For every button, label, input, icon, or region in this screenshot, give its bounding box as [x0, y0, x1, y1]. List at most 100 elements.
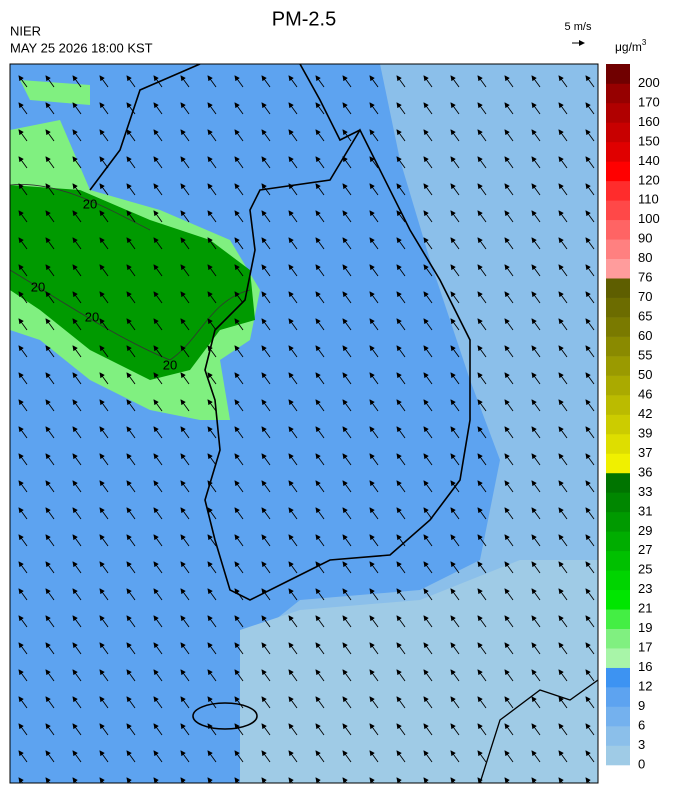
wind-arrow	[504, 561, 514, 574]
wind-arrow	[261, 264, 271, 277]
wind-arrow	[423, 75, 433, 88]
wind-arrow	[369, 264, 379, 277]
wind-scale-label: 5 m/s	[565, 21, 592, 33]
wind-arrow	[423, 480, 433, 493]
wind-arrow	[342, 453, 352, 466]
wind-arrow	[99, 129, 109, 142]
wind-arrow	[99, 156, 109, 169]
wind-arrow	[342, 345, 352, 358]
wind-arrow	[558, 237, 568, 250]
wind-arrow	[531, 75, 541, 88]
colorbar-label: 65	[638, 309, 652, 324]
colorbar-segment	[606, 667, 630, 688]
wind-arrow	[558, 399, 568, 412]
agency: NIER	[10, 23, 41, 38]
colorbar-segment	[606, 453, 630, 474]
wind-arrow	[423, 426, 433, 439]
wind-arrow	[153, 480, 163, 493]
wind-arrow	[558, 345, 568, 358]
wind-arrow	[342, 426, 352, 439]
wind-arrow	[369, 129, 379, 142]
wind-arrow	[423, 129, 433, 142]
wind-arrow	[72, 183, 82, 196]
wind-arrow	[153, 507, 163, 520]
colorbar-label: 27	[638, 542, 652, 557]
wind-arrow	[18, 615, 28, 628]
wind-arrow	[585, 534, 595, 547]
wind-arrow	[477, 156, 487, 169]
wind-arrow	[261, 750, 271, 763]
wind-arrow	[450, 534, 460, 547]
wind-arrow	[450, 669, 460, 682]
wind-arrow	[72, 480, 82, 493]
wind-arrow	[585, 696, 595, 709]
wind-arrow	[72, 264, 82, 277]
wind-arrow	[504, 588, 514, 601]
wind-arrow	[126, 723, 136, 736]
wind-arrow	[72, 237, 82, 250]
colorbar-segment	[606, 648, 630, 668]
wind-arrow	[72, 318, 82, 331]
wind-arrow	[18, 210, 28, 223]
wind-arrow	[18, 642, 28, 655]
wind-arrow	[369, 318, 379, 331]
wind-arrow	[180, 264, 190, 277]
wind-arrow	[153, 426, 163, 439]
wind-arrow	[261, 372, 271, 385]
wind-arrow	[153, 534, 163, 547]
wind-arrow	[45, 129, 55, 142]
colorbar-label: 0	[638, 756, 645, 771]
wind-arrow	[369, 372, 379, 385]
wind-arrow	[180, 696, 190, 709]
wind-arrow	[369, 750, 379, 763]
wind-arrow	[288, 210, 298, 223]
wind-arrow	[342, 264, 352, 277]
wind-arrow	[288, 372, 298, 385]
wind-arrow	[477, 669, 487, 682]
wind-arrow	[234, 669, 244, 682]
wind-arrow	[261, 318, 271, 331]
jeju-island	[192, 702, 258, 730]
wind-arrow	[180, 669, 190, 682]
wind-arrow	[153, 237, 163, 250]
colorbar-segment	[606, 531, 630, 552]
wind-arrow	[585, 777, 591, 783]
wind-arrow	[261, 102, 271, 115]
wind-arrow	[261, 291, 271, 304]
wind-arrow	[45, 237, 55, 250]
wind-arrow	[288, 615, 298, 628]
wind-arrow	[234, 480, 244, 493]
wind-arrow	[423, 534, 433, 547]
wind-arrow	[450, 318, 460, 331]
wind-arrow	[153, 129, 163, 142]
colorbar-segment	[606, 628, 630, 649]
wind-arrow	[531, 372, 541, 385]
wind-arrow	[558, 696, 568, 709]
colorbar-segment	[606, 726, 630, 746]
wind-arrow	[45, 345, 55, 358]
wind-arrow	[153, 264, 163, 277]
wind-arrow	[531, 129, 541, 142]
colorbar-label: 36	[638, 464, 652, 479]
wind-arrow	[315, 426, 325, 439]
wind-arrow	[261, 696, 271, 709]
wind-arrow	[585, 291, 595, 304]
colorbar-label: 31	[638, 503, 652, 518]
wind-arrow	[450, 723, 460, 736]
wind-arrow	[450, 615, 460, 628]
wind-arrow	[531, 669, 541, 682]
wind-arrow	[72, 507, 82, 520]
wind-arrow	[396, 534, 406, 547]
wind-arrow	[315, 345, 325, 358]
wind-arrow	[504, 372, 514, 385]
wind-arrow	[477, 777, 483, 783]
wind-arrow	[288, 642, 298, 655]
wind-arrow	[18, 318, 28, 331]
colorbar-label: 160	[638, 114, 660, 129]
wind-arrow	[423, 453, 433, 466]
wind-arrow	[369, 534, 379, 547]
wind-arrow	[18, 399, 28, 412]
colorbar-label: 37	[638, 445, 652, 460]
wind-arrow	[369, 291, 379, 304]
colorbar-label: 12	[638, 679, 652, 694]
